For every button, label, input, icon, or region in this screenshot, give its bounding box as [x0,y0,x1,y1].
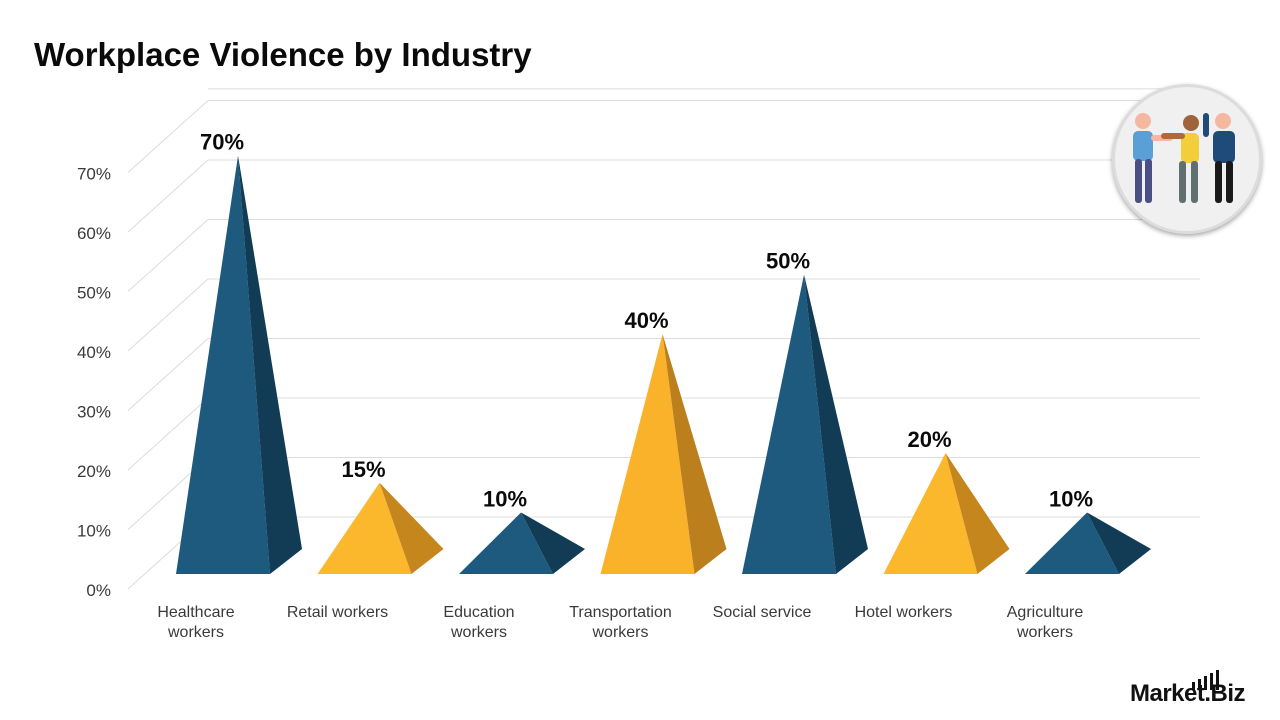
grid-diagonal [127,219,209,292]
y-tick-label: 50% [77,284,111,303]
x-category-label: Agriculture [1007,604,1084,621]
brand-logo: Market.Biz [1130,668,1246,708]
pyramid-side-face [945,453,1010,574]
brand-name: Market.Biz [1130,680,1246,707]
data-label: 40% [625,308,669,333]
pyramid-front-face [1025,512,1119,574]
people-fighting-icon [1112,84,1262,234]
pyramid-side-face [804,274,868,574]
x-category-label: Social service [713,604,812,621]
signal-bars-icon [1192,670,1219,690]
data-label: 20% [908,427,952,452]
pyramid-front-face [742,274,836,574]
x-category-label: Education [443,604,514,621]
y-tick-label: 20% [77,462,111,481]
grid-diagonal [127,278,209,352]
y-tick-label: 60% [77,224,111,243]
pyramid-front-face [883,453,978,574]
y-tick-label: 10% [77,522,111,541]
data-label: 10% [483,487,527,512]
chart-title: Workplace Violence by Industry [34,36,532,73]
x-category-label: workers [591,624,648,641]
x-category-label: Transportation [569,604,672,621]
x-category-label: Healthcare [157,604,234,621]
grid-diagonal [127,159,209,233]
pyramid-front-face [176,155,270,574]
x-category-label: Hotel workers [855,604,953,621]
grid-diagonal [127,338,209,411]
y-tick-label: 0% [86,581,111,600]
data-label: 70% [200,130,244,155]
data-label: 10% [1049,487,1093,512]
x-category-label: workers [1016,624,1073,641]
pyramid-side-face [521,512,585,574]
pyramid-front-face [459,512,553,574]
x-category-label: workers [167,624,224,641]
grid-diagonal [127,100,209,173]
y-tick-label: 70% [77,165,111,184]
grid-diagonal [127,397,209,471]
pyramid-front-face [600,334,695,574]
y-tick-label: 30% [77,403,111,422]
pyramid-side-face [662,334,727,574]
pyramid-side-face [238,155,302,574]
pyramid-side-face [1087,512,1151,574]
y-tick-label: 40% [77,343,111,362]
data-label: 50% [766,249,810,274]
x-category-label: Retail workers [287,604,388,621]
pyramid-front-face [317,482,412,574]
data-label: 15% [342,457,386,482]
pyramid-side-face [379,482,444,574]
x-category-label: workers [450,624,507,641]
